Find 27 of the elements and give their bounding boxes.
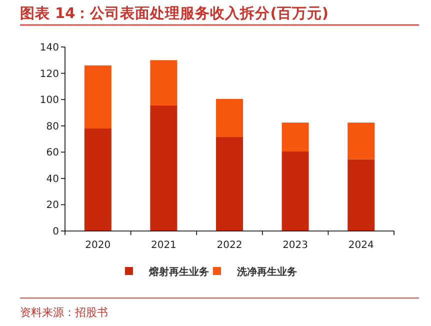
bar (150, 60, 178, 106)
bar (84, 65, 112, 128)
x-tick-label: 2024 (348, 240, 374, 251)
bar (150, 105, 178, 231)
bar (84, 128, 112, 231)
bar (348, 159, 375, 231)
y-tick-label: 0 (52, 226, 59, 238)
chart-title: 图表 14：公司表面处理服务收入拆分(百万元) (20, 5, 328, 22)
y-tick-label: 80 (46, 121, 59, 132)
x-tick-label: 2021 (150, 240, 176, 251)
bar (216, 137, 243, 231)
x-tick-label: 2022 (216, 240, 242, 251)
x-tick-label: 2020 (85, 240, 111, 251)
y-tick-label: 40 (46, 174, 59, 185)
legend-label: 洗净再生业务 (236, 266, 297, 278)
bar (348, 122, 375, 160)
y-tick-label: 20 (46, 200, 59, 212)
bar (216, 98, 243, 138)
bar (282, 151, 309, 231)
bar (282, 122, 309, 152)
y-tick-label: 60 (46, 148, 59, 159)
text: 资料来源：招股书 (20, 306, 108, 319)
y-tick-label: 140 (40, 42, 59, 54)
y-tick-label: 120 (40, 68, 59, 80)
x-tick-label: 2023 (282, 240, 308, 251)
y-tick-label: 100 (40, 95, 59, 106)
legend-label: 熔射再生业务 (148, 266, 209, 278)
